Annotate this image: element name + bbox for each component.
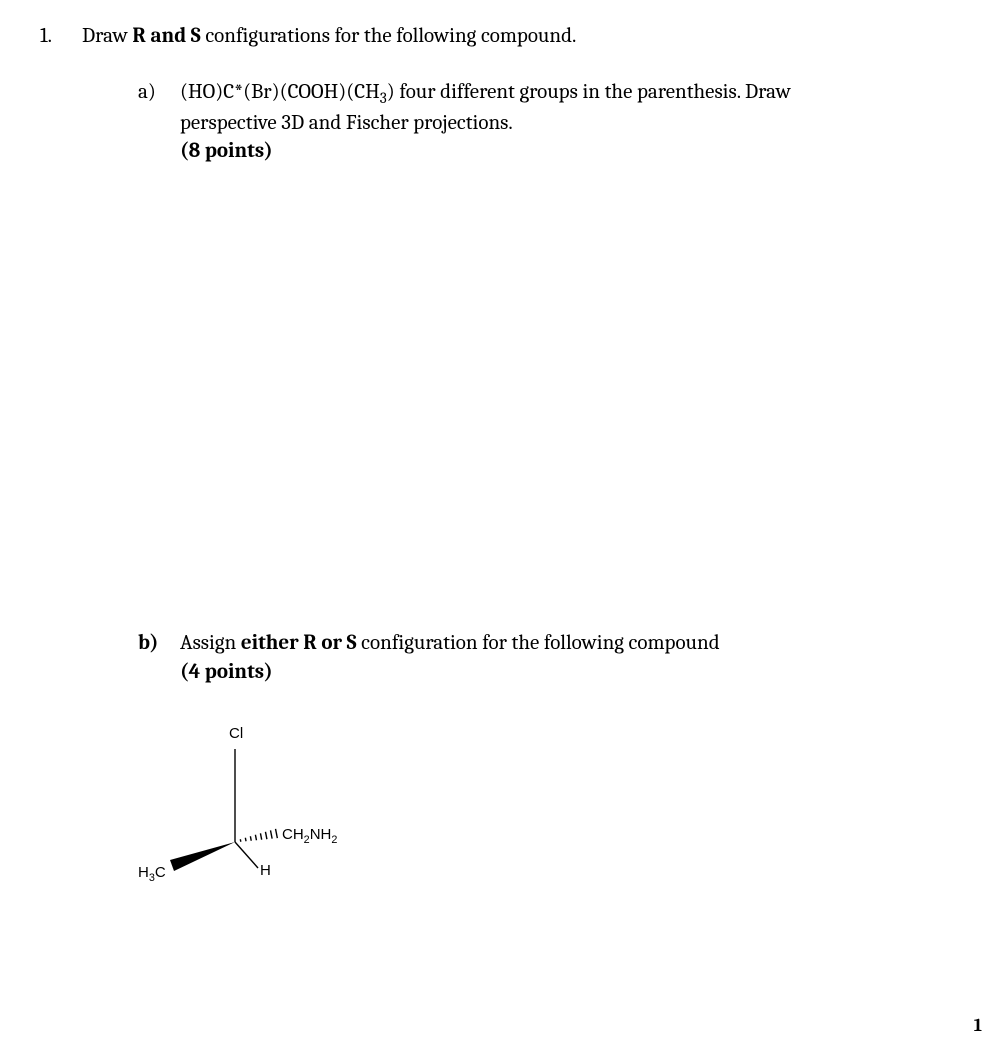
part-a-body: (HO)C*(Br)(COOH)(CH3) four different gro… bbox=[180, 78, 791, 165]
part-a-points: (8 points) bbox=[180, 139, 273, 163]
part-a: a) (HO)C*(Br)(COOH)(CH3) four different … bbox=[138, 78, 966, 165]
part-b-line1-bold: either R or S bbox=[241, 631, 357, 655]
part-b-points: (4 points) bbox=[180, 660, 273, 684]
part-a-row: a) (HO)C*(Br)(COOH)(CH3) four different … bbox=[138, 78, 966, 165]
molecule-label-cl: Cl bbox=[229, 725, 243, 742]
part-b: b) Assign either R or S configuration fo… bbox=[138, 629, 966, 904]
part-a-line1-prefix: (HO)C*(Br)(COOH)(CH bbox=[180, 80, 380, 104]
part-a-line1-suffix: ) four different groups in the parenthes… bbox=[387, 80, 791, 104]
part-a-line1-sub: 3 bbox=[380, 89, 387, 107]
q-prompt-prefix: Draw bbox=[82, 24, 132, 48]
question-text: Draw R and S configurations for the foll… bbox=[82, 24, 576, 48]
molecule-label-h3c: H3C bbox=[138, 864, 166, 884]
part-b-row: b) Assign either R or S configuration fo… bbox=[138, 629, 966, 686]
part-b-line1-prefix: Assign bbox=[180, 631, 241, 655]
part-b-body: Assign either R or S configuration for t… bbox=[180, 629, 720, 686]
page-number: 1 bbox=[974, 1015, 982, 1036]
part-b-line1-suffix: configuration for the following compound bbox=[357, 631, 720, 655]
molecule-diagram: Cl H3C CH2NH2 H bbox=[138, 714, 358, 904]
molecule-label-ch2nh2: CH2NH2 bbox=[282, 826, 337, 846]
part-a-line2: perspective 3D and Fischer projections. bbox=[180, 111, 513, 135]
part-a-label: a) bbox=[138, 80, 166, 104]
part-b-label: b) bbox=[138, 631, 166, 655]
answer-space-a bbox=[40, 179, 966, 629]
question-1-header: 1. Draw R and S configurations for the f… bbox=[40, 24, 966, 48]
q-prompt-suffix: configurations for the following compoun… bbox=[201, 24, 577, 48]
molecule-svg bbox=[138, 714, 358, 904]
q-prompt-bold: R and S bbox=[132, 24, 200, 48]
molecule-label-h: H bbox=[260, 862, 271, 879]
question-number: 1. bbox=[40, 24, 64, 48]
